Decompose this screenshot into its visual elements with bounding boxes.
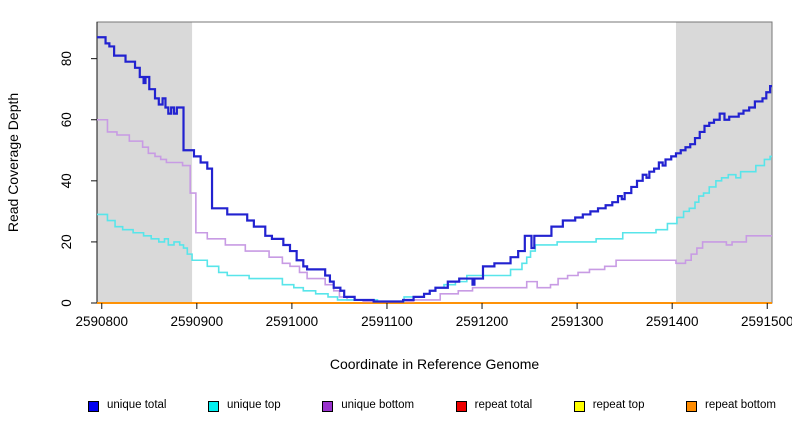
axis-ticks: 2590800 2590900 2591000 2591100 2591200 25913…	[59, 51, 792, 329]
x-tick-label: 2591000	[266, 314, 319, 329]
x-tick-label: 2591100	[361, 314, 413, 329]
legend-item-repeat-total: repeat total	[455, 399, 533, 412]
legend-label-repeat-bottom: repeat bottom	[705, 399, 776, 412]
legend-item-repeat-top: repeat top	[573, 399, 645, 412]
legend-item-unique-top: unique top	[207, 399, 281, 412]
legend-swatch-unique-total	[88, 400, 99, 412]
legend-label-unique-top: unique top	[226, 399, 281, 412]
chart-legend: unique total unique top unique bottom repea…	[88, 397, 776, 415]
x-tick-label: 2591500	[741, 314, 792, 329]
legend-label-repeat-total: repeat total	[474, 399, 533, 412]
legend-label-unique-bottom: unique bottom	[341, 399, 415, 412]
legend-swatch-repeat-bottom	[686, 400, 697, 412]
y-tick-label: 20	[59, 234, 74, 249]
legend-item-unique-bottom: unique bottom	[322, 400, 414, 412]
legend-label-unique-total: unique total	[107, 399, 167, 412]
legend-swatch-repeat-total	[455, 400, 467, 412]
legend-item-repeat-bottom: repeat bottom	[686, 400, 776, 412]
x-axis-label: Coordinate in Reference Genome	[330, 356, 540, 372]
x-tick-label: 2591300	[551, 314, 604, 329]
y-axis-label: Read Coverage Depth	[5, 93, 21, 232]
series-line-unique-bottom	[97, 118, 772, 303]
legend-label-repeat-top: repeat top	[592, 399, 645, 412]
legend-swatch-unique-bottom	[322, 400, 334, 412]
x-tick-label: 2591400	[646, 314, 699, 329]
y-tick-label: 0	[59, 299, 74, 307]
y-tick-label: 80	[59, 51, 74, 66]
x-tick-label: 2590900	[171, 314, 224, 329]
legend-swatch-unique-top	[207, 400, 219, 412]
y-tick-label: 40	[59, 173, 74, 188]
y-tick-label: 60	[59, 112, 74, 127]
series-line-unique-top	[97, 155, 772, 303]
series-lines	[97, 36, 772, 304]
x-tick-label: 2591200	[456, 314, 509, 329]
legend-item-unique-total: unique total	[88, 400, 166, 412]
x-tick-label: 2590800	[75, 314, 128, 329]
legend-swatch-repeat-top	[573, 400, 585, 412]
series-line-unique-total	[97, 36, 772, 303]
